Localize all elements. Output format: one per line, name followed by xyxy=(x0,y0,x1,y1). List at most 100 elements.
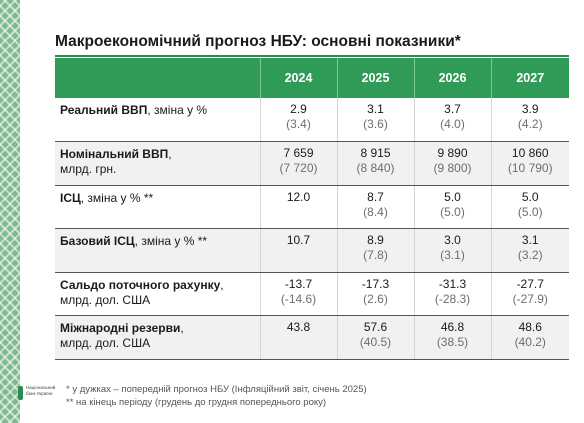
table-cell: 43.8 xyxy=(259,315,337,360)
value-previous: (7 720) xyxy=(279,161,318,175)
value-current: 8 915 xyxy=(360,146,391,160)
row-label-bold: Базовий ІСЦ xyxy=(60,234,135,248)
row-label-rest: , xyxy=(220,277,224,292)
value-previous: (-28.3) xyxy=(434,291,471,306)
footnote: * у дужках – попередній прогноз НБУ (Інф… xyxy=(66,384,367,395)
table-cell: -17.3 (2.6) xyxy=(336,272,414,316)
value-previous: (38.5) xyxy=(436,335,469,349)
value-current: 10.7 xyxy=(286,233,311,247)
value-previous: (3.2) xyxy=(517,248,543,262)
value-previous: (-27.9) xyxy=(512,291,548,306)
value-previous: (-14.6) xyxy=(280,291,317,306)
value-previous: (8.4) xyxy=(363,204,388,219)
table-cell: 10.7 xyxy=(259,228,337,273)
value-previous: (2.6) xyxy=(363,291,388,306)
table-cell: 7 659 (7 720) xyxy=(259,141,337,186)
value-current: 8.7 xyxy=(367,189,384,204)
row-label: Номінальний ВВП, млрд. грн. xyxy=(55,141,260,186)
table-row: Сальдо поточного рахунку, млрд. дол. США… xyxy=(55,272,569,316)
table-header-row: 2024 2025 2026 2027 xyxy=(55,58,569,98)
table-row: Міжнародні резерви, млрд. дол. США 43.8 … xyxy=(55,315,569,360)
value-previous: (9 800) xyxy=(433,161,472,175)
year-header: 2027 xyxy=(490,58,569,98)
value-current: 3.9 xyxy=(521,102,539,116)
row-label-bold: Номінальний ВВП xyxy=(60,147,169,161)
value-previous: (3.6) xyxy=(363,117,388,131)
value-current: 43.8 xyxy=(286,320,311,334)
row-label-bold: Сальдо поточного рахунку xyxy=(60,277,221,292)
logo-line: Національний xyxy=(26,385,56,390)
row-label: Реальний ВВП, зміна у % xyxy=(55,98,260,142)
row-label-bold: ІСЦ xyxy=(60,190,81,205)
year-header: 2026 xyxy=(413,58,491,98)
table-cell: 46.8 (38.5) xyxy=(413,315,491,360)
value-current: -13.7 xyxy=(284,276,313,291)
year-header: 2024 xyxy=(259,58,337,98)
row-label-bold: Реальний ВВП xyxy=(60,103,148,117)
forecast-table: 2024 2025 2026 2027 Реальний ВВП, зміна … xyxy=(55,58,569,360)
value-current: 10 860 xyxy=(511,146,549,160)
value-current: -17.3 xyxy=(361,276,390,291)
row-label-line2: млрд. дол. США xyxy=(60,336,151,350)
value-previous: (4.0) xyxy=(440,117,465,131)
row-label: ІСЦ, зміна у % ** xyxy=(55,185,260,229)
value-current: 12.0 xyxy=(286,189,311,204)
table-cell: 12.0 xyxy=(259,185,337,229)
table-cell: 10 860 (10 790) xyxy=(490,141,569,186)
row-label-bold: Міжнародні резерви xyxy=(60,321,181,335)
table-cell: 3.0 (3.1) xyxy=(413,228,491,273)
table-cell: 3.9 (4.2) xyxy=(490,98,569,142)
logo-line: банк України xyxy=(26,391,53,396)
value-previous: (5.0) xyxy=(517,204,543,219)
table-cell: 5.0 (5.0) xyxy=(490,185,569,229)
value-current: 46.8 xyxy=(440,320,465,334)
row-label-rest: , xyxy=(180,321,184,335)
table-cell: 3.1 (3.6) xyxy=(336,98,414,142)
page-title: Макроекономічний прогноз НБУ: основні по… xyxy=(55,33,461,50)
value-current: 3.1 xyxy=(521,233,539,247)
row-label: Базовий ІСЦ, зміна у % ** xyxy=(55,228,260,273)
table-cell: 48.6 (40.2) xyxy=(490,315,569,360)
table-cell: 3.1 (3.2) xyxy=(490,228,569,273)
footnote: ** на кінець періоду (грудень до грудня … xyxy=(66,397,327,408)
value-previous: (5.0) xyxy=(440,204,465,219)
table-cell: -31.3 (-28.3) xyxy=(413,272,491,316)
value-current: 3.1 xyxy=(367,102,384,116)
row-label-rest: , xyxy=(168,147,172,161)
value-current: -31.3 xyxy=(438,276,467,291)
value-previous: (4.2) xyxy=(517,117,543,131)
table-cell: -27.7 (-27.9) xyxy=(490,272,569,316)
table-row: Реальний ВВП, зміна у % 2.9 (3.4) 3.1 (3.6… xyxy=(55,98,569,142)
table-cell: 5.0 (5.0) xyxy=(413,185,491,229)
row-label-rest: , зміна у % ** xyxy=(134,234,208,248)
value-current: 7 659 xyxy=(283,146,314,160)
row-label-rest: , зміна у % ** xyxy=(80,190,154,205)
value-previous: (3.4) xyxy=(286,117,311,131)
value-current: 3.7 xyxy=(444,102,461,116)
decorative-side-pattern xyxy=(0,0,20,423)
row-label-rest: , зміна у % xyxy=(147,103,208,117)
value-current: 5.0 xyxy=(521,189,539,204)
value-current: 48.6 xyxy=(518,320,542,334)
table-cell: 3.7 (4.0) xyxy=(413,98,491,142)
value-current: 3.0 xyxy=(444,233,461,247)
value-previous: (10 790) xyxy=(507,161,553,175)
logo-text: Національний банк України xyxy=(26,385,55,397)
table-header-label xyxy=(55,58,260,98)
table-row: Номінальний ВВП, млрд. грн. 7 659 (7 720)… xyxy=(55,141,569,186)
row-label-line2: млрд. грн. xyxy=(60,162,117,176)
table-cell: 9 890 (9 800) xyxy=(413,141,491,186)
value-current: 9 890 xyxy=(437,146,468,160)
table-cell: -13.7 (-14.6) xyxy=(259,272,337,316)
table-cell: 2.9 (3.4) xyxy=(259,98,337,142)
value-current: 57.6 xyxy=(363,320,388,334)
table-cell: 8.9 (7.8) xyxy=(336,228,414,273)
table-cell: 8.7 (8.4) xyxy=(336,185,414,229)
value-current: 5.0 xyxy=(444,189,461,204)
row-label: Міжнародні резерви, млрд. дол. США xyxy=(55,315,260,360)
value-previous: (40.2) xyxy=(514,335,546,349)
table-cell: 57.6 (40.5) xyxy=(336,315,414,360)
title-divider xyxy=(55,55,569,57)
value-previous: (3.1) xyxy=(440,248,465,262)
value-previous: (7.8) xyxy=(363,248,388,262)
